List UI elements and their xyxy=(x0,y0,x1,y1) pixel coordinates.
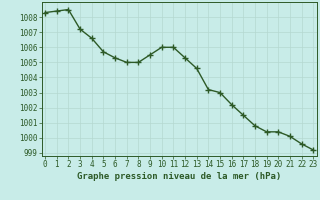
X-axis label: Graphe pression niveau de la mer (hPa): Graphe pression niveau de la mer (hPa) xyxy=(77,172,281,181)
